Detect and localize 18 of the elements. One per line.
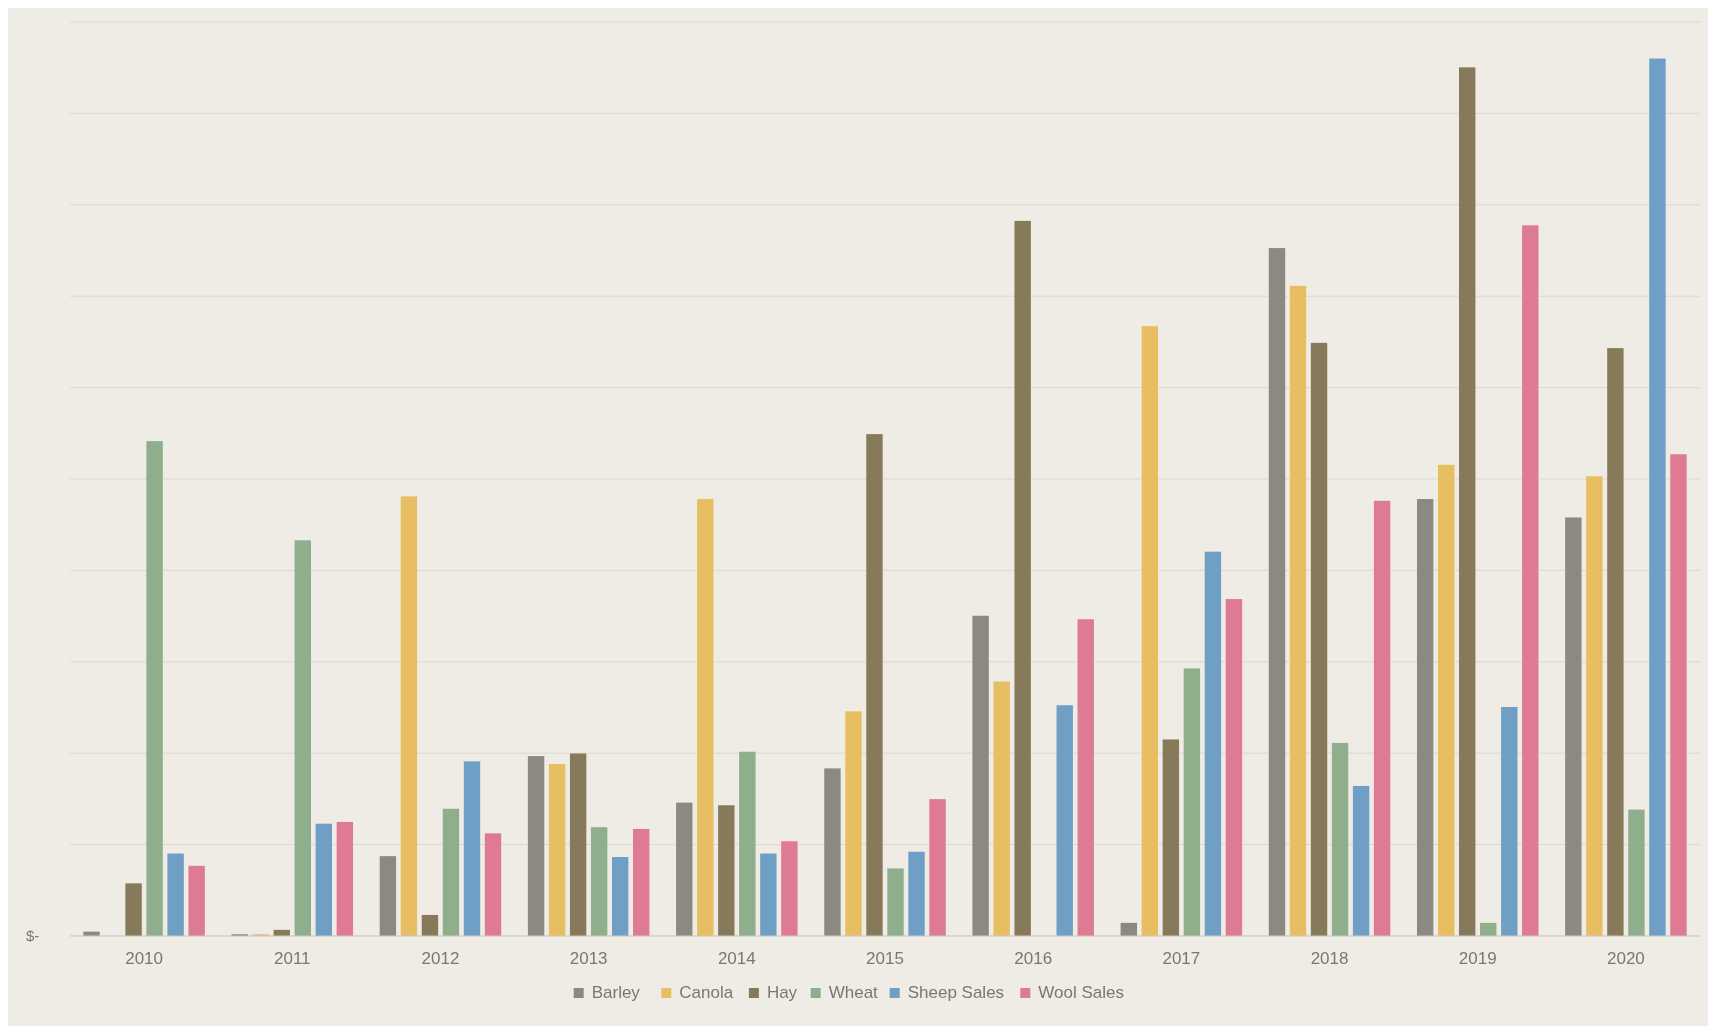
legend-label: Barley [591,983,641,1002]
legend-label: Canola [679,983,734,1002]
legend-label: Wheat [828,983,879,1002]
legend-label: Sheep Sales [907,983,1005,1002]
x-tick-label: 2020 [1606,949,1645,968]
x-tick-label: 2017 [1162,949,1201,968]
x-tick-label: 2019 [1458,949,1497,968]
legend-label: Hay [766,983,798,1002]
x-tick-label: 2015 [866,949,904,968]
x-tick-label: 2016 [1014,949,1053,968]
x-tick-label: 2014 [717,949,756,968]
x-tick-label: 2013 [569,949,608,968]
x-tick-label: 2011 [273,949,311,968]
x-tick-label: 2010 [125,949,163,968]
legend-label: Wool Sales [1038,983,1124,1002]
x-tick-label: 2012 [421,949,460,968]
x-tick-label: 2018 [1310,949,1349,968]
text: $- [26,927,40,944]
